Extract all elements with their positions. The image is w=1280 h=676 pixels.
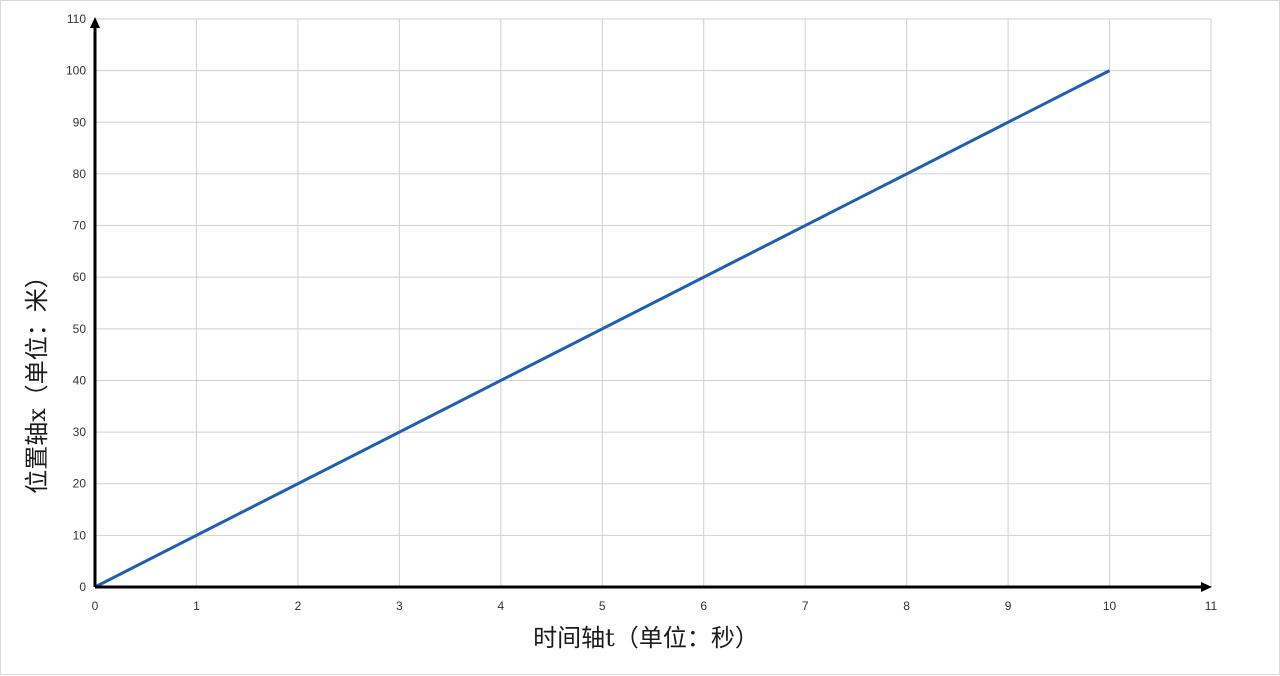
y-tick-label: 80: [73, 167, 87, 181]
x-tick-label: 4: [497, 599, 504, 613]
y-tick-label: 50: [73, 322, 87, 336]
x-tick-label: 11: [1205, 599, 1218, 613]
series-line: [94, 69, 1111, 589]
x-tick-label: 7: [802, 599, 809, 613]
y-axis-arrow: [90, 17, 100, 28]
y-tick-label: 30: [73, 425, 87, 439]
y-tick-label: 0: [79, 580, 86, 594]
series-layer: [94, 69, 1111, 589]
y-tick-label: 20: [73, 477, 87, 491]
x-tick-label: 9: [1005, 599, 1012, 613]
y-tick-label: 70: [73, 219, 87, 233]
x-tick-label: 6: [700, 599, 707, 613]
x-tick-label: 1: [193, 599, 200, 613]
axes: [90, 17, 1212, 592]
y-tick-label: 40: [73, 373, 87, 387]
y-axis-label: 位置轴x（单位：米）: [23, 264, 51, 494]
x-axis-arrow: [1201, 582, 1212, 592]
x-tick-label: 2: [295, 599, 302, 613]
x-tick-label: 5: [599, 599, 606, 613]
x-tick-label: 10: [1103, 599, 1117, 613]
y-tick-label: 100: [66, 64, 86, 78]
x-axis-label: 时间轴t（单位：秒）: [533, 624, 759, 652]
y-tick-label: 10: [73, 528, 87, 542]
x-tick-label: 8: [903, 599, 910, 613]
grid: [95, 18, 1212, 587]
y-tick-label: 90: [73, 115, 87, 129]
y-tick-label: 110: [67, 12, 86, 26]
x-tick-label: 3: [396, 599, 403, 613]
y-tick-label: 60: [73, 270, 87, 284]
x-tick-label: 0: [92, 599, 99, 613]
